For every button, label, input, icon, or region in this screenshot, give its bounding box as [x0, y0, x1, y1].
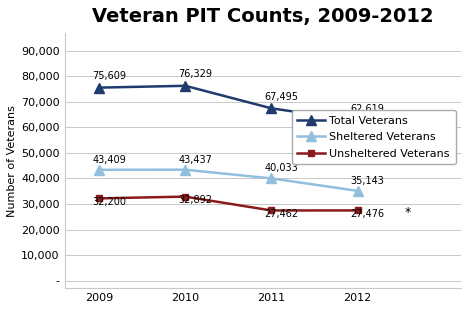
- Total Veterans: [355, 119, 360, 123]
- Unsheltered Veterans: [355, 209, 360, 212]
- Unsheltered Veterans: [269, 209, 274, 212]
- Text: 27,462: 27,462: [264, 209, 299, 219]
- Text: 75,609: 75,609: [92, 71, 126, 81]
- Total Veterans: [183, 84, 188, 88]
- Line: Total Veterans: Total Veterans: [94, 81, 363, 126]
- Text: 27,476: 27,476: [351, 209, 385, 219]
- Sheltered Veterans: [269, 176, 274, 180]
- Text: 62,619: 62,619: [351, 104, 385, 114]
- Text: 40,033: 40,033: [264, 163, 298, 173]
- Unsheltered Veterans: [183, 195, 188, 198]
- Sheltered Veterans: [96, 168, 102, 172]
- Line: Unsheltered Veterans: Unsheltered Veterans: [95, 193, 361, 214]
- Text: 32,892: 32,892: [178, 195, 212, 205]
- Total Veterans: [269, 106, 274, 110]
- Text: 43,437: 43,437: [178, 155, 212, 165]
- Y-axis label: Number of Veterans: Number of Veterans: [7, 105, 17, 217]
- Legend: Total Veterans, Sheltered Veterans, Unsheltered Veterans: Total Veterans, Sheltered Veterans, Unsh…: [292, 110, 455, 165]
- Title: Veteran PIT Counts, 2009-2012: Veteran PIT Counts, 2009-2012: [92, 7, 434, 26]
- Text: 67,495: 67,495: [264, 92, 299, 102]
- Unsheltered Veterans: [96, 197, 102, 200]
- Text: 32,200: 32,200: [92, 197, 126, 206]
- Total Veterans: [96, 86, 102, 90]
- Text: 76,329: 76,329: [178, 69, 212, 79]
- Text: 43,409: 43,409: [92, 155, 126, 165]
- Text: *: *: [405, 206, 411, 219]
- Line: Sheltered Veterans: Sheltered Veterans: [94, 165, 363, 196]
- Text: 35,143: 35,143: [351, 176, 385, 186]
- Sheltered Veterans: [355, 189, 360, 193]
- Sheltered Veterans: [183, 168, 188, 171]
